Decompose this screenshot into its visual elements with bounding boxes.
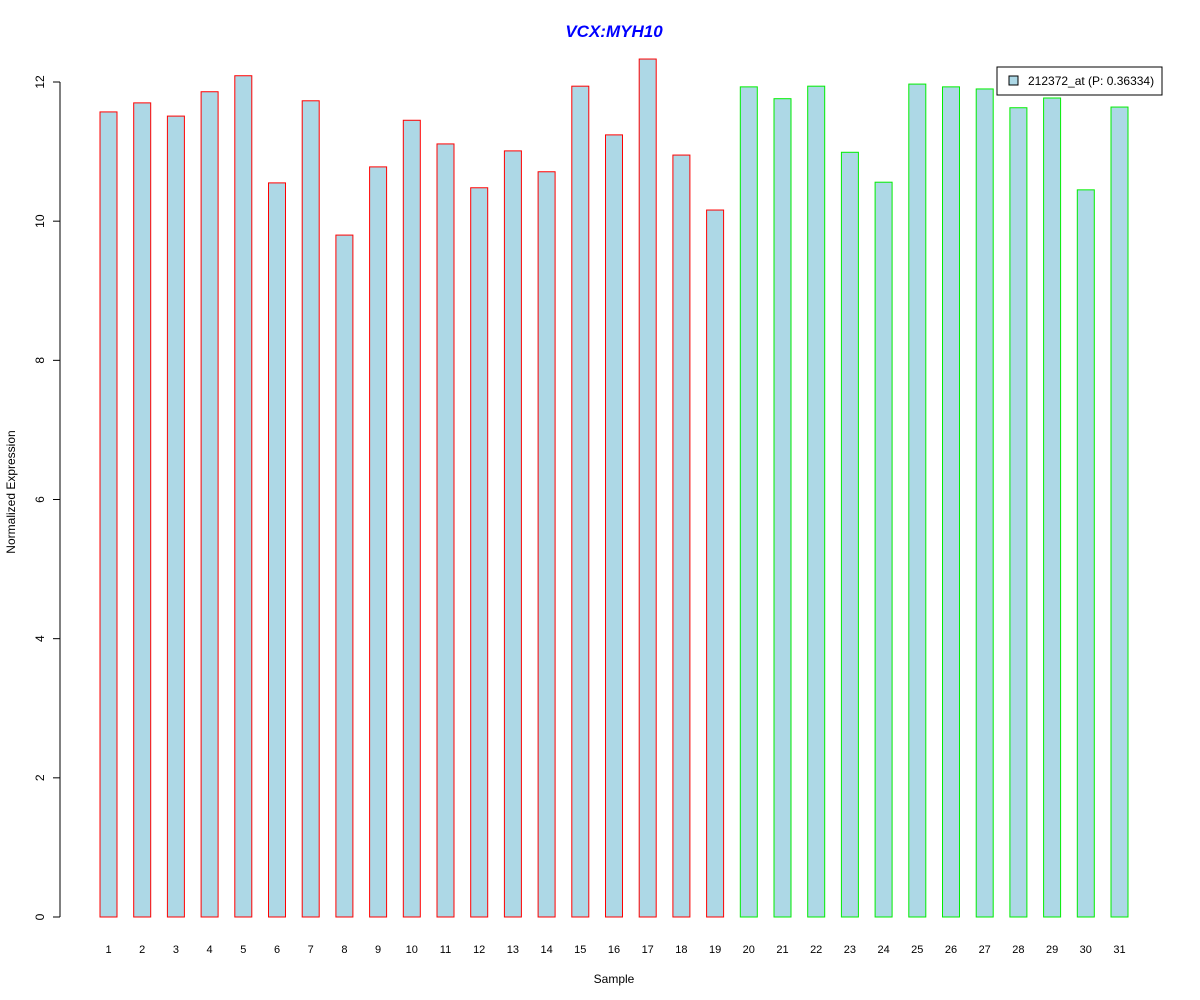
bar-27 <box>975 88 994 918</box>
x-tick-label: 1 <box>105 944 111 956</box>
bar-23 <box>840 151 859 918</box>
x-tick-label: 29 <box>1046 944 1058 956</box>
x-tick-label: 28 <box>1012 944 1024 956</box>
x-tick-label: 16 <box>608 944 620 956</box>
x-tick-label: 22 <box>810 944 822 956</box>
bar-11 <box>436 143 455 918</box>
y-tick-label: 10 <box>33 214 47 228</box>
legend-swatch <box>1008 75 1019 86</box>
bar-2 <box>133 102 152 918</box>
x-tick-labels: 1 2 3 4 5 6 7 8 9 10 11 12 13 14 15 16 17 18 19 20 21 22 23 24 2… <box>105 944 1125 956</box>
x-tick-label: 18 <box>675 944 687 956</box>
x-tick-label: 25 <box>911 944 923 956</box>
x-tick-label: 20 <box>743 944 755 956</box>
x-tick-label: 14 <box>540 944 552 956</box>
x-tick-label: 7 <box>308 944 314 956</box>
bar-12 <box>470 187 489 918</box>
x-tick-label: 30 <box>1080 944 1092 956</box>
x-tick-label: 13 <box>507 944 519 956</box>
x-tick-label: 4 <box>207 944 213 956</box>
bar-3 <box>166 115 185 918</box>
x-tick-label: 27 <box>979 944 991 956</box>
x-tick-label: 5 <box>240 944 246 956</box>
bar-8 <box>335 234 354 918</box>
bar-1 <box>99 111 118 918</box>
x-tick-label: 19 <box>709 944 721 956</box>
bar-24 <box>874 181 893 918</box>
bar-14 <box>537 171 556 918</box>
x-tick-label: 24 <box>877 944 889 956</box>
bar-9 <box>369 166 388 918</box>
chart-title: VCX:MYH10 <box>565 22 663 41</box>
y-tick-label: 0 <box>33 913 47 920</box>
bar-28 <box>1009 107 1028 918</box>
bar-25 <box>908 83 927 918</box>
legend-box <box>996 66 1163 96</box>
bar-4 <box>200 91 219 918</box>
y-tick-label: 12 <box>33 75 47 89</box>
legend: 212372_at (P: 0.36334) <box>996 66 1163 96</box>
bars <box>99 58 1129 918</box>
bar-22 <box>807 85 826 918</box>
bar-31 <box>1110 106 1129 918</box>
x-tick-label: 17 <box>642 944 654 956</box>
x-tick-label: 11 <box>440 944 451 956</box>
bar-29 <box>1043 97 1062 918</box>
x-tick-label: 2 <box>139 944 145 956</box>
bar-19 <box>706 209 725 918</box>
x-tick-label: 21 <box>776 944 788 956</box>
bar-5 <box>234 75 253 918</box>
bar-26 <box>942 86 960 918</box>
bar-20 <box>739 86 758 918</box>
x-tick-label: 23 <box>844 944 856 956</box>
x-tick-label: 6 <box>274 944 280 956</box>
bar-16 <box>605 134 623 918</box>
y-axis: 0 2 4 6 8 10 12 <box>33 75 61 920</box>
x-tick-label: 10 <box>406 944 418 956</box>
bar-21 <box>773 98 792 918</box>
y-tick-label: 6 <box>33 496 47 503</box>
y-tick-label: 2 <box>33 774 47 781</box>
bar-13 <box>503 150 522 918</box>
bar-18 <box>672 154 691 918</box>
bar-7 <box>301 100 320 918</box>
x-tick-label: 12 <box>473 944 485 956</box>
y-tick-label: 4 <box>33 635 47 642</box>
x-tick-label: 9 <box>375 944 381 956</box>
bar-17 <box>638 58 657 918</box>
x-tick-label: 31 <box>1113 944 1125 956</box>
x-tick-label: 26 <box>945 944 957 956</box>
x-tick-label: 15 <box>574 944 586 956</box>
bar-6 <box>268 182 286 918</box>
x-axis-label: Sample <box>594 972 635 986</box>
y-axis-label: Normalized Expression <box>4 430 18 553</box>
bar-30 <box>1076 189 1095 918</box>
bar-10 <box>402 119 421 918</box>
legend-label: 212372_at (P: 0.36334) <box>1028 74 1154 88</box>
x-tick-label: 8 <box>341 944 347 956</box>
y-tick-label: 8 <box>33 357 47 364</box>
x-tick-label: 3 <box>173 944 179 956</box>
bar-15 <box>571 85 590 918</box>
